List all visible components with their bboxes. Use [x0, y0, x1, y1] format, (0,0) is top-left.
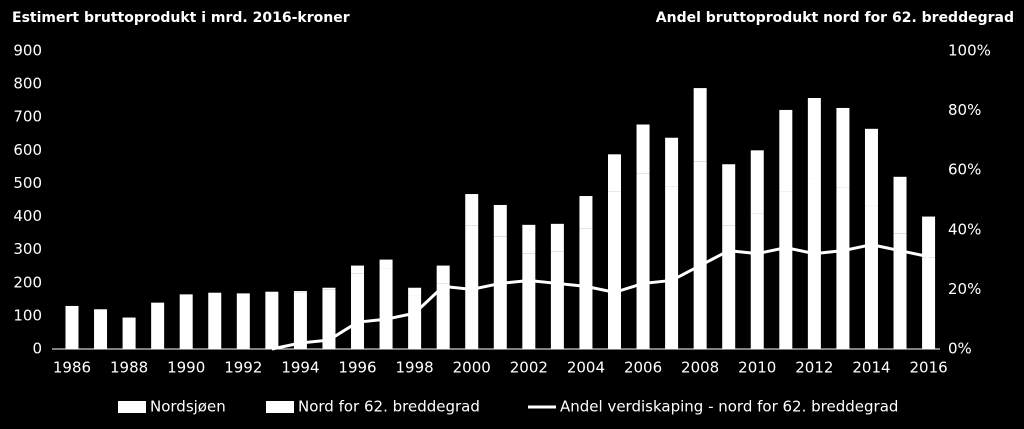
- y2-tick-label: 100%: [948, 42, 991, 60]
- bar: [436, 265, 450, 284]
- bar: [750, 150, 764, 214]
- bar: [94, 309, 108, 349]
- bar: [179, 294, 193, 349]
- y-tick-label: 300: [13, 240, 42, 258]
- bar: [607, 154, 621, 192]
- bar: [722, 225, 736, 349]
- bar: [236, 293, 250, 349]
- bar: [493, 236, 507, 349]
- legend-swatch: [266, 401, 294, 413]
- y2-tick-label: 20%: [948, 280, 981, 298]
- bar: [693, 88, 707, 162]
- x-tick-label: 1988: [110, 359, 148, 377]
- y-tick-label: 700: [13, 108, 42, 126]
- bar: [807, 98, 821, 179]
- x-tick-label: 2014: [852, 359, 890, 377]
- x-tick-label: 1992: [224, 359, 262, 377]
- bar: [522, 253, 536, 349]
- x-tick-label: 1994: [281, 359, 319, 377]
- bar: [265, 291, 279, 349]
- bar: [864, 128, 878, 206]
- bar: [893, 176, 907, 234]
- x-tick-label: 2004: [567, 359, 605, 377]
- x-tick-label: 2016: [909, 359, 947, 377]
- bar: [379, 268, 393, 349]
- bar: [636, 173, 650, 349]
- bar: [864, 205, 878, 349]
- bar: [779, 191, 793, 349]
- bar: [408, 287, 422, 296]
- y-tick-label: 500: [13, 174, 42, 192]
- y-tick-label: 800: [13, 75, 42, 93]
- y-tick-label: 900: [13, 42, 42, 60]
- bar: [351, 273, 365, 349]
- bar: [807, 178, 821, 349]
- legend-label: Nord for 62. breddegrad: [298, 398, 480, 416]
- bar: [322, 289, 336, 349]
- x-tick-label: 1986: [53, 359, 91, 377]
- bar: [836, 187, 850, 349]
- x-tick-label: 2002: [510, 359, 548, 377]
- legend-swatch: [118, 401, 146, 413]
- legend-label: Nordsjøen: [150, 398, 226, 416]
- line: [271, 243, 929, 351]
- x-tick-label: 2008: [681, 359, 719, 377]
- bar: [922, 216, 936, 258]
- y-tick-label: 100: [13, 306, 42, 324]
- y2-tick-label: 0%: [948, 340, 972, 358]
- bar: [493, 204, 507, 237]
- bar: [293, 292, 307, 349]
- x-tick-label: 1996: [338, 359, 376, 377]
- y-tick-label: 200: [13, 273, 42, 291]
- bar: [550, 251, 564, 349]
- bar: [122, 317, 136, 349]
- y2-tick-label: 80%: [948, 101, 981, 119]
- bar: [579, 196, 593, 229]
- bar: [636, 124, 650, 174]
- bar: [351, 265, 365, 274]
- y-tick-label: 600: [13, 141, 42, 159]
- x-tick-label: 2010: [738, 359, 776, 377]
- bar: [436, 283, 450, 349]
- bar: [665, 186, 679, 349]
- bar: [750, 213, 764, 349]
- y-tick-label: 0: [32, 340, 42, 358]
- bar: [465, 194, 479, 226]
- bar: [693, 161, 707, 349]
- bar: [408, 295, 422, 349]
- x-tick-label: 1998: [396, 359, 434, 377]
- y-tick-label: 400: [13, 207, 42, 225]
- bar: [922, 257, 936, 349]
- bar: [151, 302, 165, 349]
- y2-tick-label: 40%: [948, 220, 981, 238]
- y2-title: Andel bruttoprodukt nord for 62. breddeg…: [656, 10, 1014, 26]
- bar: [379, 259, 393, 269]
- y2-tick-label: 60%: [948, 161, 981, 179]
- chart-title: Estimert bruttoprodukt i mrd. 2016-krone…: [12, 10, 350, 26]
- bar: [293, 291, 307, 293]
- x-tick-label: 1990: [167, 359, 205, 377]
- bar: [465, 225, 479, 349]
- bar: [722, 164, 736, 226]
- bar: [665, 137, 679, 187]
- bar: [836, 107, 850, 188]
- legend-label: Andel verdiskaping - nord for 62. bredde…: [560, 398, 898, 416]
- bar: [208, 292, 222, 349]
- bar: [65, 305, 79, 349]
- bar: [893, 233, 907, 349]
- bar: [579, 228, 593, 349]
- bar: [779, 109, 793, 192]
- bar: [322, 287, 336, 290]
- x-tick-label: 2000: [453, 359, 491, 377]
- bar: [550, 223, 564, 252]
- x-tick-label: 2006: [624, 359, 662, 377]
- bar: [607, 191, 621, 349]
- x-tick-label: 2012: [795, 359, 833, 377]
- bar: [522, 224, 536, 254]
